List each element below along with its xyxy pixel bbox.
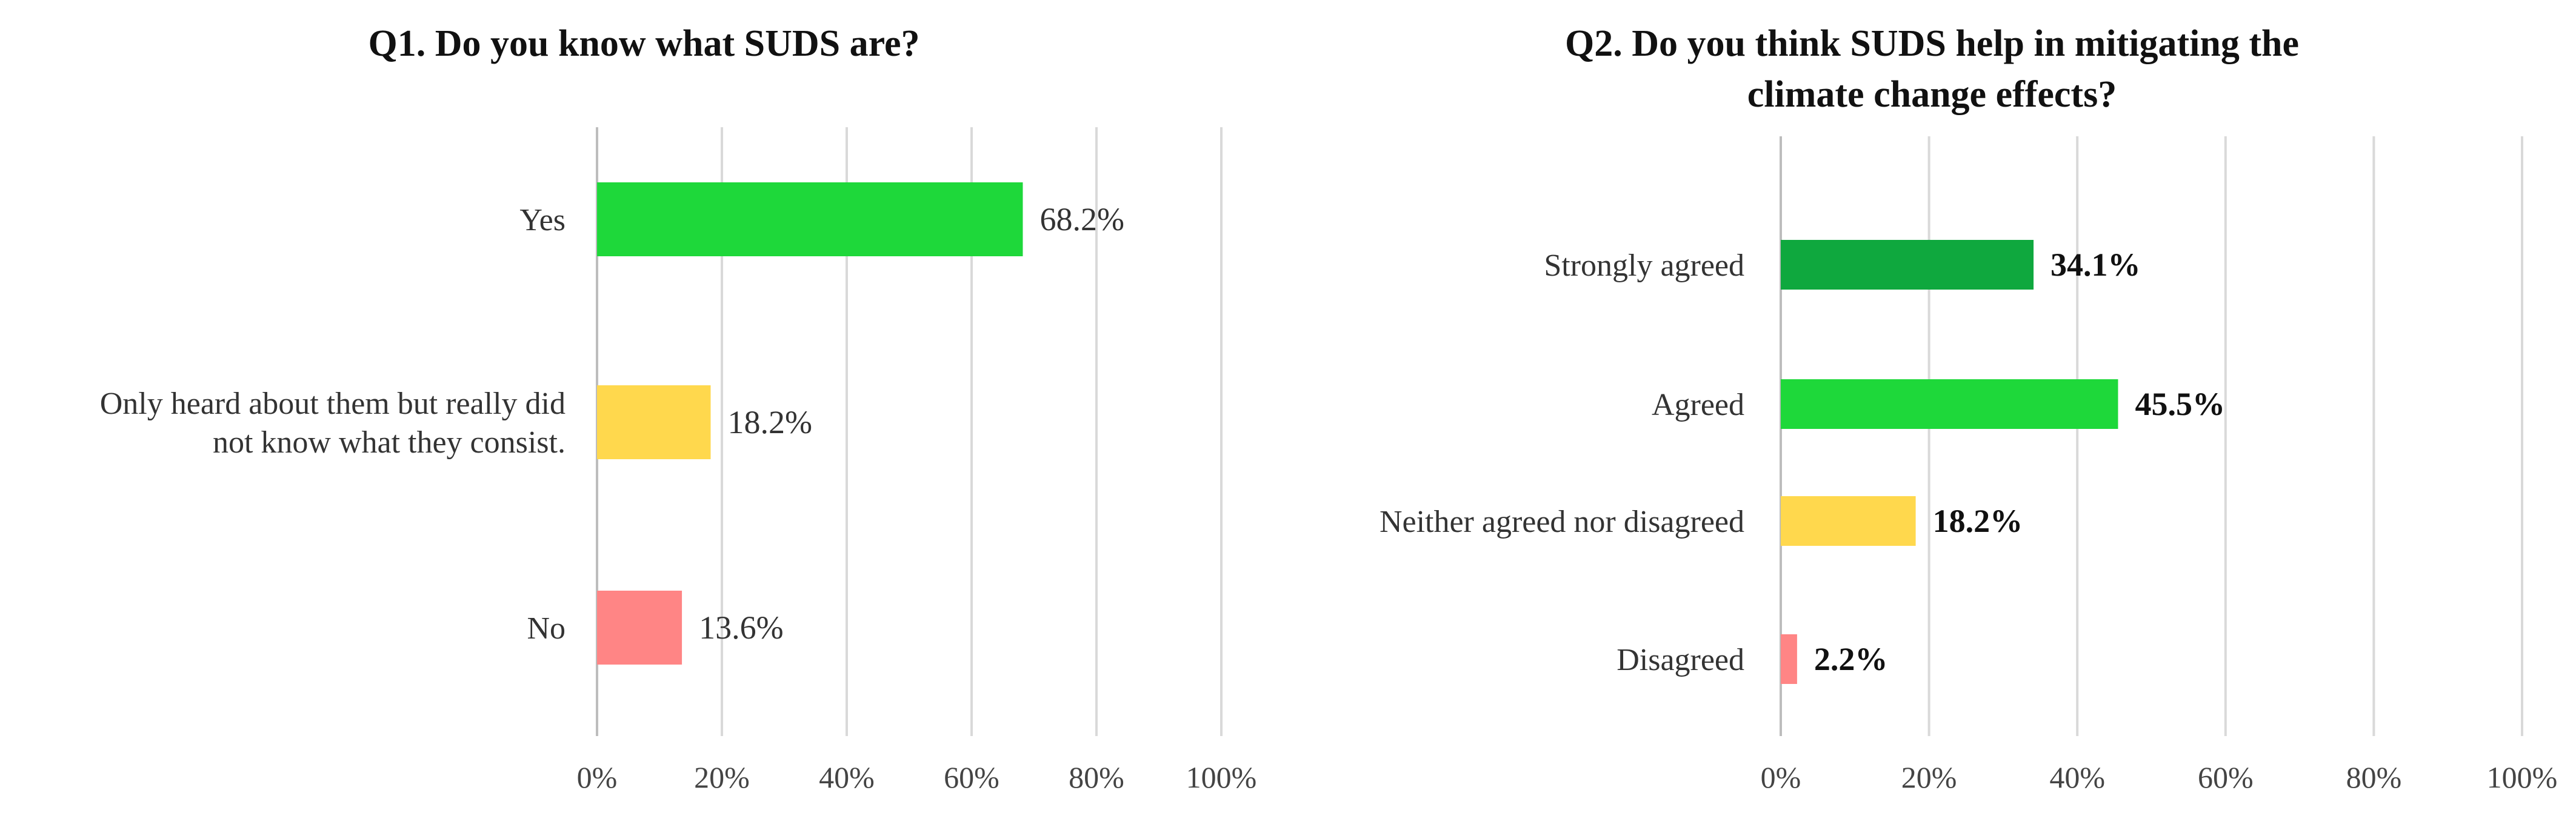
category-label: Only heard about them but really did <box>100 387 566 421</box>
x-tick-label: 20% <box>694 760 750 794</box>
category-label: not know what they consist. <box>213 425 566 460</box>
chart-title-q2-line-1: Q2. Do you think SUDS help in mitigating… <box>1565 23 2299 64</box>
category-label: Strongly agreed <box>1544 248 1744 283</box>
x-tick-label: 80% <box>1069 760 1124 794</box>
chart-q2: Q2. Do you think SUDS help in mitigating… <box>1288 0 2576 813</box>
bar <box>1781 240 2034 290</box>
x-tick-label: 40% <box>819 760 875 794</box>
chart-title-q2: Q2. Do you think SUDS help in mitigating… <box>1288 18 2576 120</box>
category-label: Yes <box>519 203 566 237</box>
x-tick-label: 20% <box>1901 760 1957 794</box>
bar <box>1781 634 1797 684</box>
category-label: Disagreed <box>1617 643 1744 677</box>
bar <box>597 385 711 459</box>
bar <box>1781 379 2118 429</box>
data-label: 68.2% <box>1039 201 1124 237</box>
category-label: Agreed <box>1652 388 1744 422</box>
bar <box>597 182 1023 256</box>
chart-title-q1: Q1. Do you know what SUDS are? <box>0 18 1288 69</box>
x-tick-label: 0% <box>577 760 618 794</box>
bar <box>1781 496 1916 546</box>
plot-area-q1: 0% 20% 40% 60% 80% 100% 68.2% Yes 18.2% Only hear… <box>100 127 1257 794</box>
x-tick-label: 40% <box>2049 760 2105 794</box>
category-label: Neither agreed nor disagreed <box>1380 505 1744 539</box>
bar <box>597 591 682 665</box>
data-label: 34.1% <box>2050 247 2141 283</box>
x-tick-label: 100% <box>2487 760 2558 794</box>
chart-title-q2-line-2: climate change effects? <box>1747 74 2117 115</box>
data-label: 45.5% <box>2135 386 2225 422</box>
plot-area-q2: 0% 20% 40% 60% 80% 100% 34.1% Strongly agreed 45… <box>1380 136 2558 794</box>
x-tick-label: 0% <box>1761 760 1801 794</box>
x-tick-label: 60% <box>944 760 999 794</box>
x-tick-label: 80% <box>2346 760 2402 794</box>
x-tick-label: 60% <box>2198 760 2254 794</box>
chart-title-q1-line: Q1. Do you know what SUDS are? <box>368 23 920 64</box>
data-label: 18.2% <box>727 404 812 440</box>
data-label: 18.2% <box>1933 503 2023 539</box>
chart-q1: Q1. Do you know what SUDS are? 0% 20% 40% 6… <box>0 18 1288 794</box>
data-label: 13.6% <box>699 609 783 646</box>
category-label: No <box>527 611 566 646</box>
data-label: 2.2% <box>1814 641 1888 677</box>
x-tick-label: 100% <box>1186 760 1257 794</box>
